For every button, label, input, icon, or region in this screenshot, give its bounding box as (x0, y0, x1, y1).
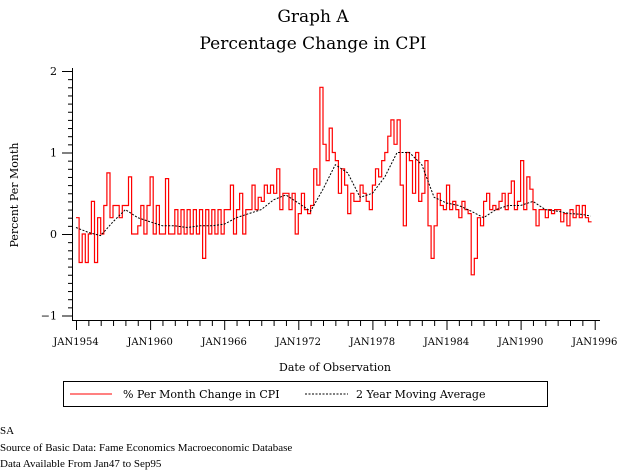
legend-label-cpi: % Per Month Change in CPI (123, 388, 280, 401)
x-tick-label: JAN1966 (200, 337, 246, 348)
x-axis-label: Date of Observation (279, 361, 391, 374)
x-tick-label: JAN1972 (275, 337, 321, 348)
x-tick-label: JAN1984 (423, 337, 469, 348)
y-tick-label: −1 (41, 310, 57, 323)
y-tick-label: 0 (50, 228, 57, 241)
legend: % Per Month Change in CPI 2 Year Moving … (63, 381, 548, 407)
y-axis-label: Percent Per Month (8, 143, 21, 248)
legend-box (63, 381, 548, 407)
series-line-moving-average (75, 152, 591, 237)
footer-sa: SA (0, 425, 15, 437)
series-line-cpi-change (76, 86, 592, 276)
legend-label-moving-average: 2 Year Moving Average (356, 388, 485, 401)
footer-availability: Data Available From Jan47 to Sep95 (0, 458, 162, 470)
x-tick-label: JAN1954 (52, 337, 98, 348)
chart-subtitle: Percentage Change in CPI (199, 34, 426, 54)
y-tick-label: 2 (50, 65, 57, 78)
chart-title: Graph A (277, 7, 349, 27)
footer-source: Source of Basic Data: Fame Economics Mac… (0, 442, 293, 454)
x-tick-label: JAN1990 (497, 337, 543, 348)
x-tick-label: JAN1978 (349, 337, 395, 348)
x-tick-label: JAN1960 (126, 337, 172, 348)
y-tick-label: 1 (50, 147, 57, 160)
x-tick-label: JAN1996 (571, 337, 617, 348)
